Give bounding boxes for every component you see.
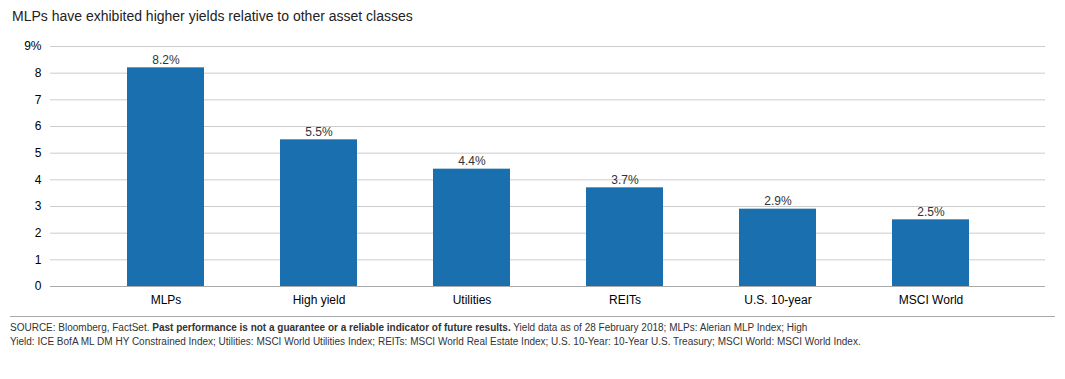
svg-text:5: 5 [35, 146, 42, 160]
svg-text:REITs: REITs [609, 293, 641, 307]
svg-text:7: 7 [35, 93, 42, 107]
svg-text:MLPs: MLPs [151, 293, 182, 307]
svg-text:4.4%: 4.4% [458, 154, 486, 168]
svg-text:8.2%: 8.2% [152, 53, 180, 67]
html-text:MLPs have exhibited higher yie: MLPs have exhibited higher yields relati… [12, 8, 413, 24]
svg-text:4: 4 [35, 173, 42, 187]
svg-text:0: 0 [35, 279, 42, 293]
svg-text:5.5%: 5.5% [305, 125, 333, 139]
svg-text:2: 2 [35, 226, 42, 240]
svg-text:High yield: High yield [293, 293, 346, 307]
svg-text:6: 6 [35, 119, 42, 133]
svg-text:U.S. 10-year: U.S. 10-year [744, 293, 811, 307]
svg-text:3: 3 [35, 199, 42, 213]
html-text:SOURCE: Bloomberg, FactSet. Pa: SOURCE: Bloomberg, FactSet. Past perform… [10, 322, 808, 333]
svg-text:3.7%: 3.7% [611, 173, 639, 187]
svg-text:9%: 9% [24, 39, 42, 53]
svg-text:2.9%: 2.9% [764, 194, 792, 208]
svg-text:8: 8 [35, 66, 42, 80]
svg-text:MSCI World: MSCI World [899, 293, 963, 307]
svg-text:1: 1 [35, 253, 42, 267]
svg-text:2.5%: 2.5% [917, 205, 945, 219]
html-text:Yield: ICE BofA ML DM HY Const: Yield: ICE BofA ML DM HY Constrained Ind… [10, 335, 861, 347]
svg-text:Utilities: Utilities [453, 293, 492, 307]
